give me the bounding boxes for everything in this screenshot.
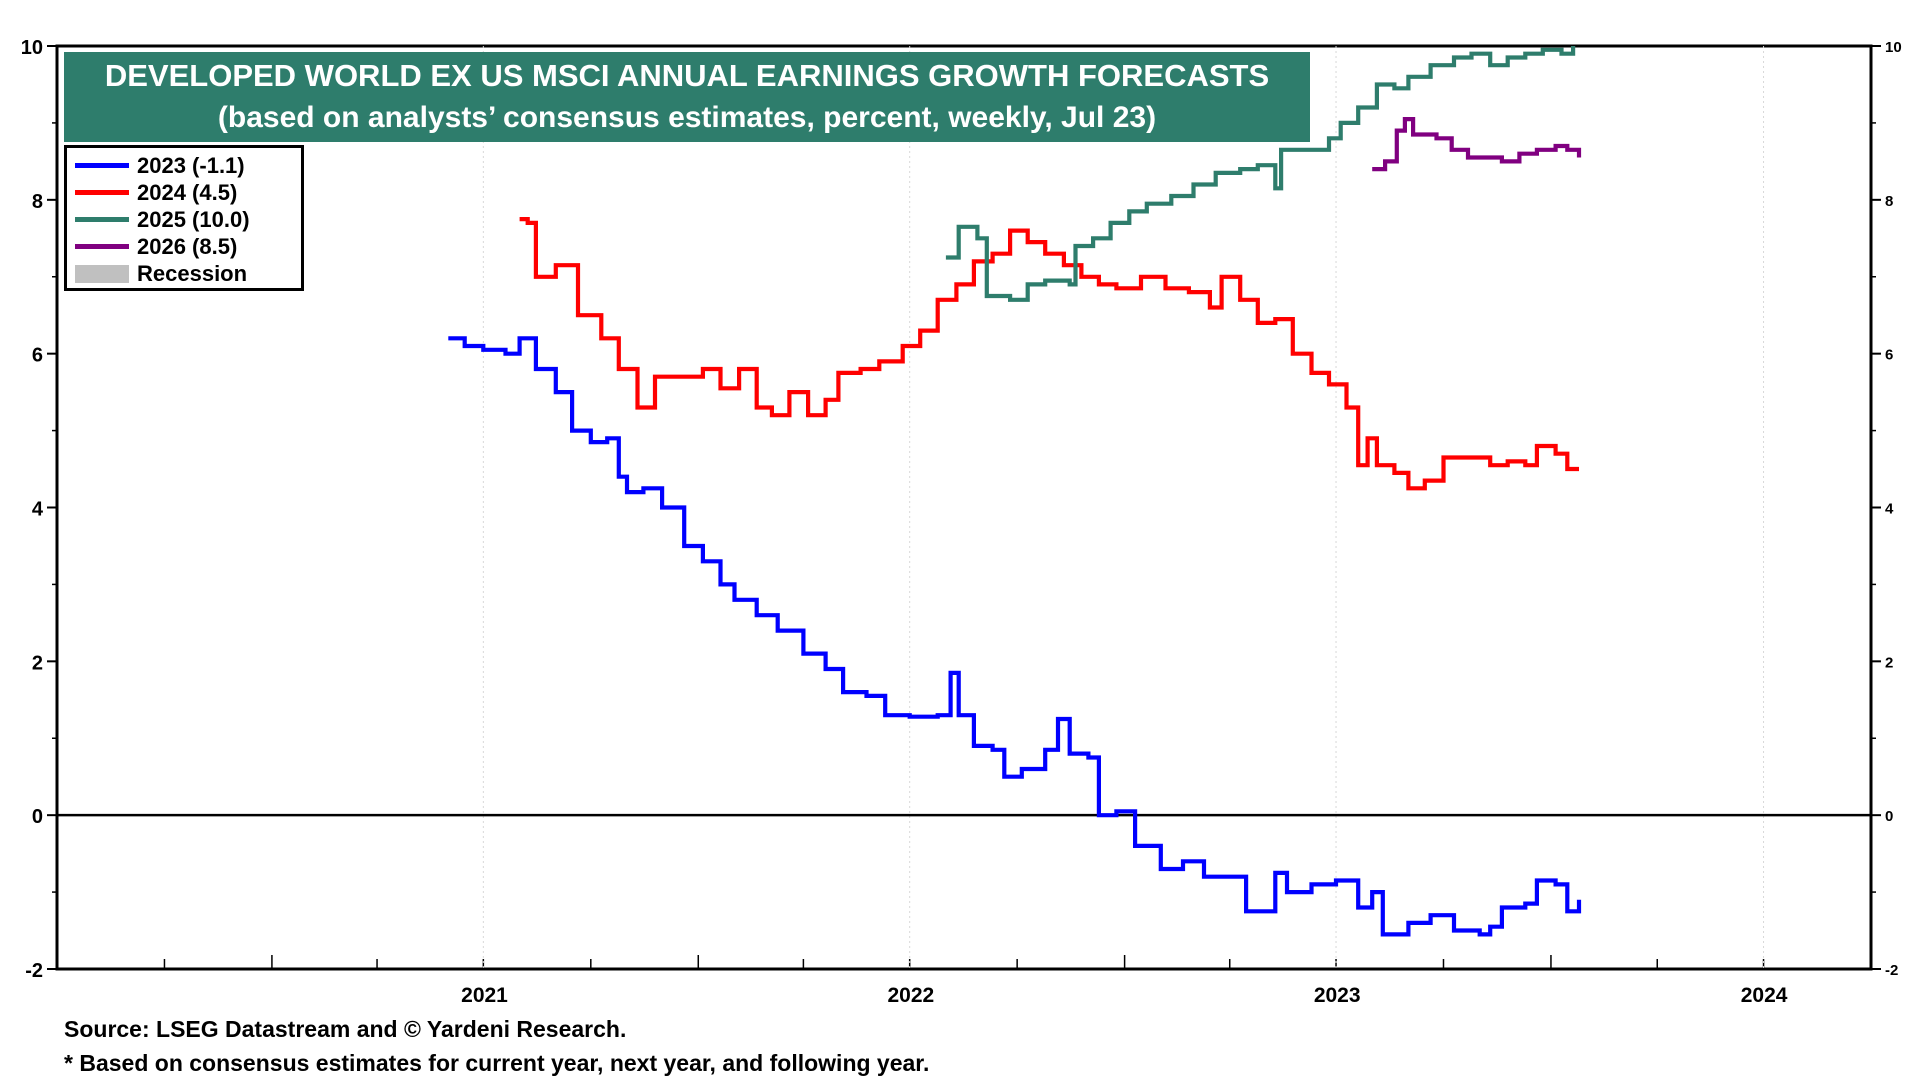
legend-swatch-2026	[75, 244, 129, 249]
x-axis-labels: 2021 2022 2023 2024	[461, 984, 1788, 1007]
y-tick-label-left: 10	[21, 37, 43, 59]
legend-item-recession: Recession	[75, 260, 301, 287]
legend-swatch-2025	[75, 217, 129, 222]
y-tick-label-right: -2	[1885, 962, 1898, 979]
y-tick-label-left: 2	[32, 652, 43, 674]
chart-subtitle: (based on analysts’ consensus estimates,…	[217, 101, 1157, 134]
legend: 2023 (-1.1) 2024 (4.5) 2025 (10.0) 2026 …	[64, 145, 304, 291]
footnote: * Based on consensus estimates for curre…	[64, 1050, 930, 1076]
y-tick-label-right: 0	[1885, 808, 1893, 825]
legend-label-2024: 2024 (4.5)	[137, 179, 238, 205]
series-line-2024	[519, 217, 1579, 491]
legend-item-2025: 2025 (10.0)	[75, 206, 301, 233]
legend-swatch-recession	[75, 264, 129, 283]
legend-swatch-2024	[75, 190, 129, 195]
x-minor-ticks	[163, 955, 1765, 969]
y-tick-label-right: 4	[1885, 501, 1894, 518]
legend-item-2026: 2026 (8.5)	[75, 233, 301, 260]
legend-label-2026: 2026 (8.5)	[137, 233, 238, 259]
source-note: Source: LSEG Datastream and © Yardeni Re…	[64, 1016, 627, 1042]
legend-item-2023: 2023 (-1.1)	[75, 152, 301, 179]
y-tick-label-right: 8	[1885, 193, 1893, 210]
y-axis-left: -2 0 2 4 6 8 10	[21, 37, 57, 982]
chart-title-box: DEVELOPED WORLD EX US MSCI ANNUAL EARNIN…	[64, 52, 1310, 142]
legend-swatch-2023	[75, 163, 129, 168]
y-tick-label-right: 10	[1885, 39, 1902, 56]
x-tick-label: 2024	[1741, 984, 1788, 1007]
series-line-2025	[945, 46, 1576, 302]
plot-frame	[55, 44, 1873, 971]
series-line-2023	[448, 336, 1582, 937]
legend-label-2023: 2023 (-1.1)	[137, 152, 245, 178]
series-line-2026	[1372, 117, 1582, 172]
y-tick-label-right: 2	[1885, 654, 1893, 671]
x-tick-label: 2021	[461, 984, 508, 1007]
series-layer	[448, 46, 1582, 937]
x-tick-label: 2023	[1314, 984, 1361, 1007]
y-tick-label-left: 4	[32, 499, 44, 521]
y-tick-label-left: 8	[32, 191, 43, 213]
y-tick-label-left: 6	[32, 345, 43, 367]
chart-title: DEVELOPED WORLD EX US MSCI ANNUAL EARNIN…	[104, 58, 1270, 93]
legend-item-2024: 2024 (4.5)	[75, 179, 301, 206]
legend-label-recession: Recession	[137, 260, 248, 286]
x-tick-label: 2022	[887, 984, 934, 1007]
x-year-gridlines	[482, 46, 1765, 969]
legend-label-2025: 2025 (10.0)	[137, 206, 250, 232]
y-tick-label-right: 6	[1885, 347, 1893, 364]
y-tick-label-left: 0	[32, 806, 43, 828]
y-tick-label-left: -2	[25, 960, 43, 982]
y-axis-right: -2 0 2 4 6 8 10	[1871, 39, 1902, 979]
